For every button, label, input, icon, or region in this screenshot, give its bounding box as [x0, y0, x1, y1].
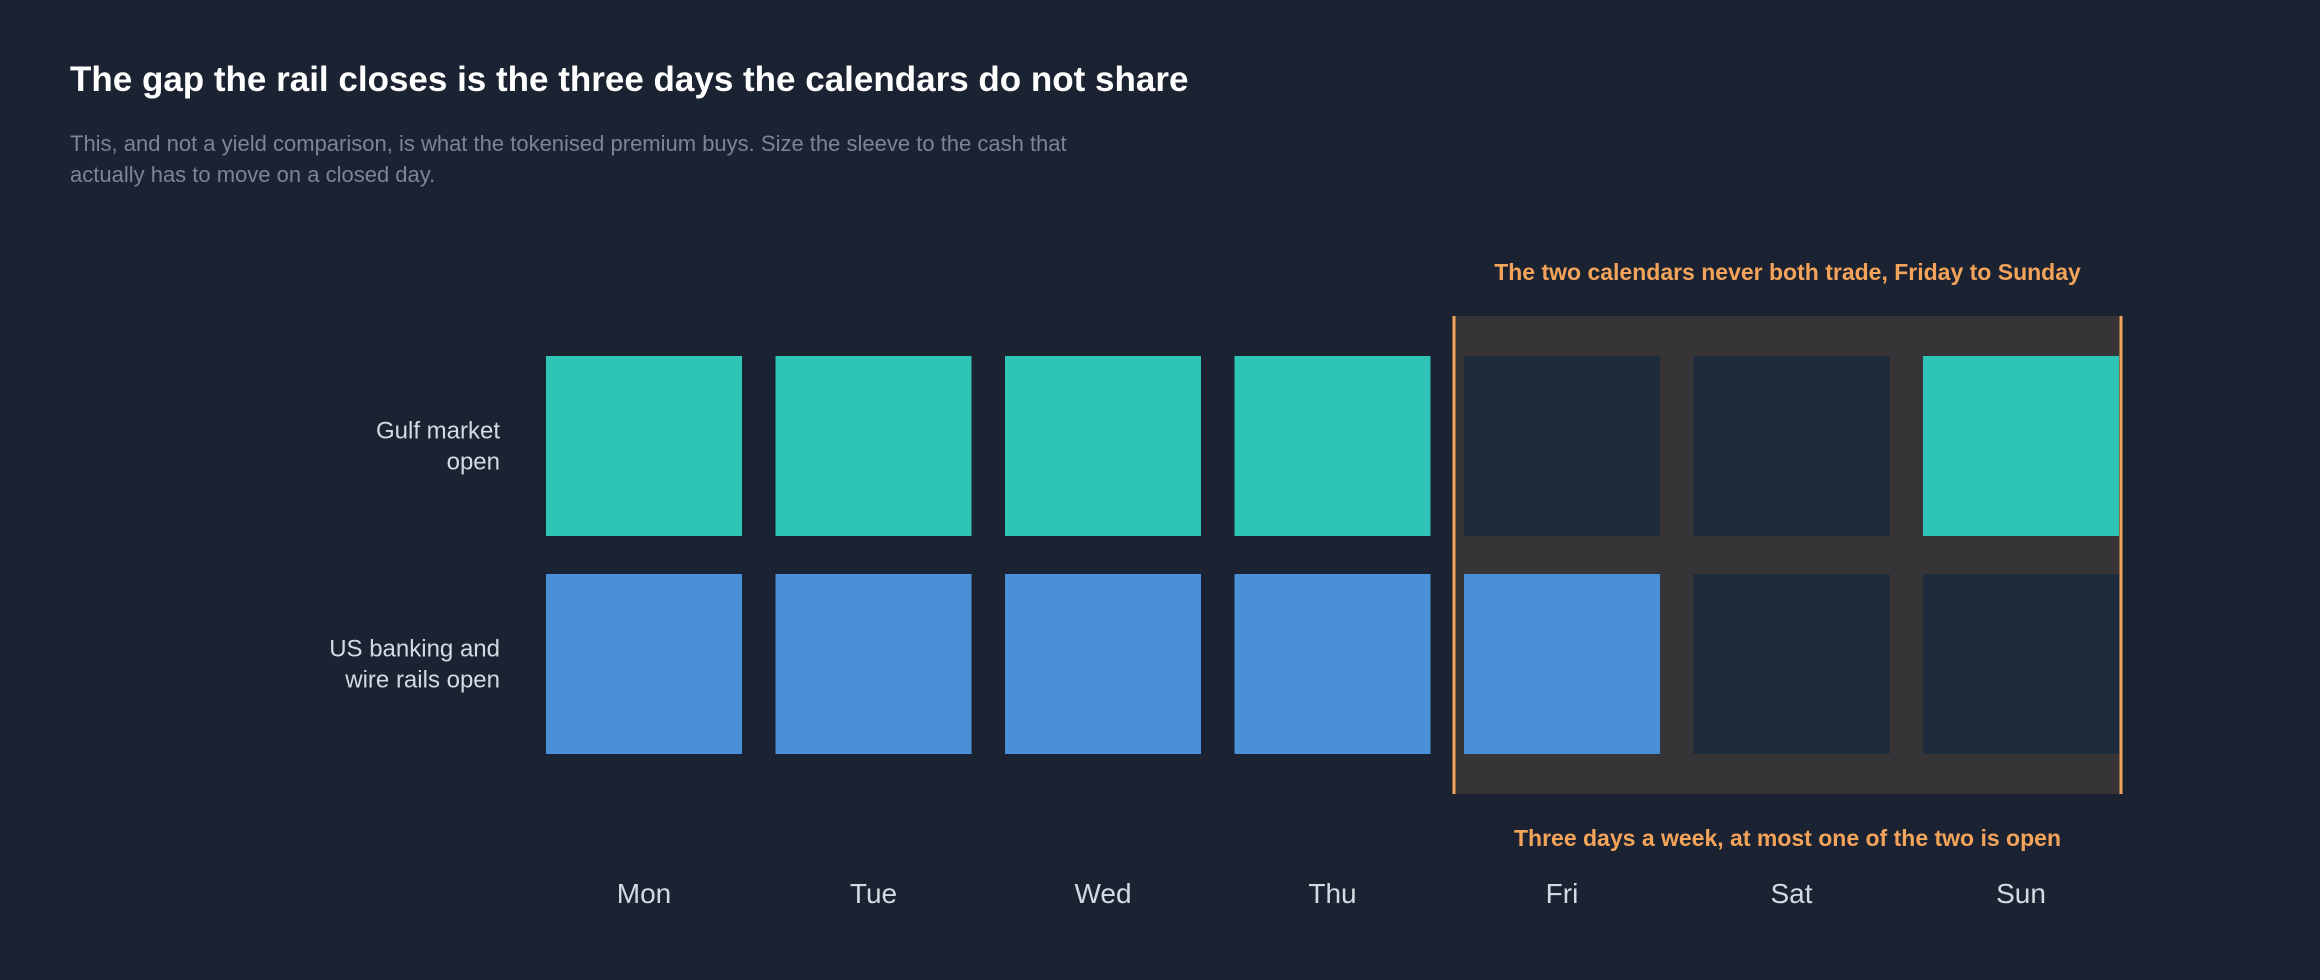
cell-gulf-wed-open	[1005, 356, 1201, 536]
day-label-fri: Fri	[1546, 878, 1579, 909]
cell-gulf-tue-open	[775, 356, 972, 536]
day-label-thu: Thu	[1308, 878, 1356, 909]
cell-gulf-sun-open	[1923, 356, 2119, 536]
day-label-sat: Sat	[1770, 878, 1812, 909]
day-label-mon: Mon	[617, 878, 671, 909]
cells-layer	[546, 356, 2119, 754]
day-label-tue: Tue	[850, 878, 897, 909]
chart-subtitle: This, and not a yield comparison, is wha…	[70, 131, 1067, 187]
day-label-sun: Sun	[1996, 878, 2046, 909]
cell-gulf-sat-closed	[1693, 356, 1890, 536]
cell-us-wed-open	[1005, 574, 1201, 754]
day-label-wed: Wed	[1074, 878, 1131, 909]
cell-us-fri-open	[1464, 574, 1660, 754]
labels-layer: The two calendars never both trade, Frid…	[329, 259, 2081, 909]
cell-gulf-mon-open	[546, 356, 742, 536]
cell-us-tue-open	[775, 574, 972, 754]
cell-us-sat-closed	[1693, 574, 1890, 754]
highlight-bottom-annotation: Three days a week, at most one of the tw…	[1514, 825, 2061, 851]
cell-gulf-thu-open	[1234, 356, 1431, 536]
chart-title: The gap the rail closes is the three day…	[70, 60, 1189, 99]
cell-us-thu-open	[1234, 574, 1431, 754]
cell-gulf-fri-closed	[1464, 356, 1660, 536]
cell-us-sun-closed	[1923, 574, 2119, 754]
row-label-us: US banking and wire rails open	[329, 636, 500, 694]
row-label-gulf: Gulf market open	[376, 418, 500, 476]
highlight-top-annotation: The two calendars never both trade, Frid…	[1494, 259, 2081, 285]
cell-us-mon-open	[546, 574, 742, 754]
